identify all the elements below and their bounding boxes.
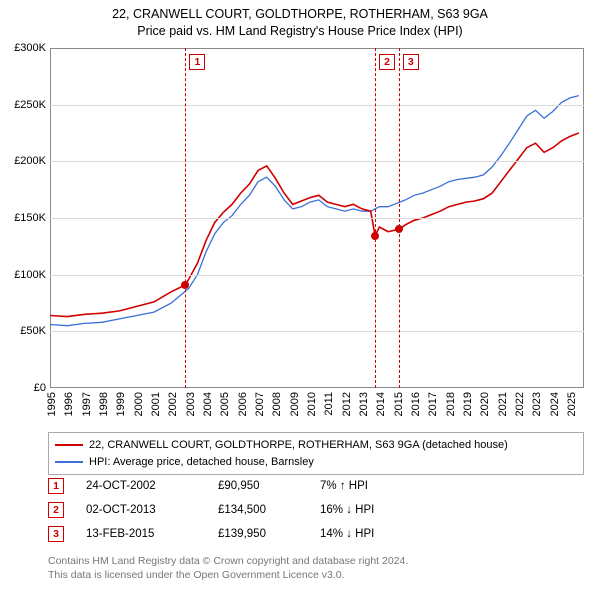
title-block: 22, CRANWELL COURT, GOLDTHORPE, ROTHERHA… (0, 0, 600, 40)
title-line1: 22, CRANWELL COURT, GOLDTHORPE, ROTHERHA… (0, 6, 600, 23)
xtick-label: 2016 (410, 392, 422, 416)
sale-marker (371, 232, 379, 240)
xtick-label: 2000 (133, 392, 145, 416)
event-row-3: 3 13-FEB-2015 £139,950 14% ↓ HPI (48, 526, 584, 542)
xtick-label: 2007 (254, 392, 266, 416)
xtick-label: 2013 (358, 392, 370, 416)
event-date-3: 13-FEB-2015 (86, 528, 196, 540)
xtick-label: 1998 (98, 392, 110, 416)
xtick-label: 1995 (46, 392, 58, 416)
event-vline (375, 48, 376, 388)
event-vline (185, 48, 186, 388)
gridline-h (50, 275, 584, 276)
sale-marker (181, 281, 189, 289)
event-vline-badge: 1 (189, 54, 205, 70)
gridline-h (50, 331, 584, 332)
legend-label-2: HPI: Average price, detached house, Barn… (89, 454, 314, 471)
xtick-label: 2009 (289, 392, 301, 416)
chart-container: 22, CRANWELL COURT, GOLDTHORPE, ROTHERHA… (0, 0, 600, 590)
xtick-label: 2022 (514, 392, 526, 416)
xtick-label: 2006 (237, 392, 249, 416)
event-price-3: £139,950 (218, 528, 298, 540)
event-price-1: £90,950 (218, 480, 298, 492)
xtick-label: 1996 (63, 392, 75, 416)
event-badge-1: 1 (48, 478, 64, 494)
xtick-label: 2003 (185, 392, 197, 416)
xtick-label: 2002 (167, 392, 179, 416)
xtick-label: 2025 (566, 392, 578, 416)
event-row-2: 2 02-OCT-2013 £134,500 16% ↓ HPI (48, 502, 584, 518)
event-pct-3: 14% ↓ HPI (320, 528, 430, 540)
event-vline (399, 48, 400, 388)
hpi-line (50, 96, 579, 326)
legend-swatch-2 (55, 461, 83, 463)
xtick-label: 2014 (375, 392, 387, 416)
xtick-label: 1997 (81, 392, 93, 416)
event-price-2: £134,500 (218, 504, 298, 516)
xtick-label: 2012 (341, 392, 353, 416)
xtick-label: 2023 (531, 392, 543, 416)
title-line2: Price paid vs. HM Land Registry's House … (0, 23, 600, 40)
event-date-1: 24-OCT-2002 (86, 480, 196, 492)
event-vline-badge: 2 (379, 54, 395, 70)
legend-swatch-1 (55, 444, 83, 446)
footer-line1: Contains HM Land Registry data © Crown c… (48, 554, 408, 568)
event-vline-badge: 3 (403, 54, 419, 70)
footer: Contains HM Land Registry data © Crown c… (48, 554, 408, 582)
xtick-label: 2001 (150, 392, 162, 416)
gridline-h (50, 105, 584, 106)
legend-row-1: 22, CRANWELL COURT, GOLDTHORPE, ROTHERHA… (55, 437, 577, 454)
footer-line2: This data is licensed under the Open Gov… (48, 568, 408, 582)
event-badge-3: 3 (48, 526, 64, 542)
legend-box: 22, CRANWELL COURT, GOLDTHORPE, ROTHERHA… (48, 432, 584, 475)
ytick-label: £300K (4, 42, 46, 54)
xtick-label: 2008 (271, 392, 283, 416)
legend-label-1: 22, CRANWELL COURT, GOLDTHORPE, ROTHERHA… (89, 437, 508, 454)
xtick-label: 2018 (445, 392, 457, 416)
event-badge-2: 2 (48, 502, 64, 518)
ytick-label: £150K (4, 212, 46, 224)
gridline-h (50, 161, 584, 162)
xtick-label: 2004 (202, 392, 214, 416)
event-pct-2: 16% ↓ HPI (320, 504, 430, 516)
xtick-label: 2005 (219, 392, 231, 416)
xtick-label: 1999 (115, 392, 127, 416)
xtick-label: 2011 (323, 392, 335, 416)
legend-row-2: HPI: Average price, detached house, Barn… (55, 454, 577, 471)
xtick-label: 2021 (497, 392, 509, 416)
xtick-label: 2024 (549, 392, 561, 416)
events-box: 1 24-OCT-2002 £90,950 7% ↑ HPI 2 02-OCT-… (48, 478, 584, 550)
ytick-label: £250K (4, 99, 46, 111)
xtick-label: 2015 (393, 392, 405, 416)
ytick-label: £50K (4, 325, 46, 337)
xtick-label: 2020 (479, 392, 491, 416)
ytick-label: £0 (4, 382, 46, 394)
ytick-label: £200K (4, 155, 46, 167)
ytick-label: £100K (4, 269, 46, 281)
gridline-h (50, 218, 584, 219)
xtick-label: 2019 (462, 392, 474, 416)
xtick-label: 2017 (427, 392, 439, 416)
xtick-label: 2010 (306, 392, 318, 416)
sale-marker (395, 225, 403, 233)
event-date-2: 02-OCT-2013 (86, 504, 196, 516)
event-row-1: 1 24-OCT-2002 £90,950 7% ↑ HPI (48, 478, 584, 494)
event-pct-1: 7% ↑ HPI (320, 480, 430, 492)
